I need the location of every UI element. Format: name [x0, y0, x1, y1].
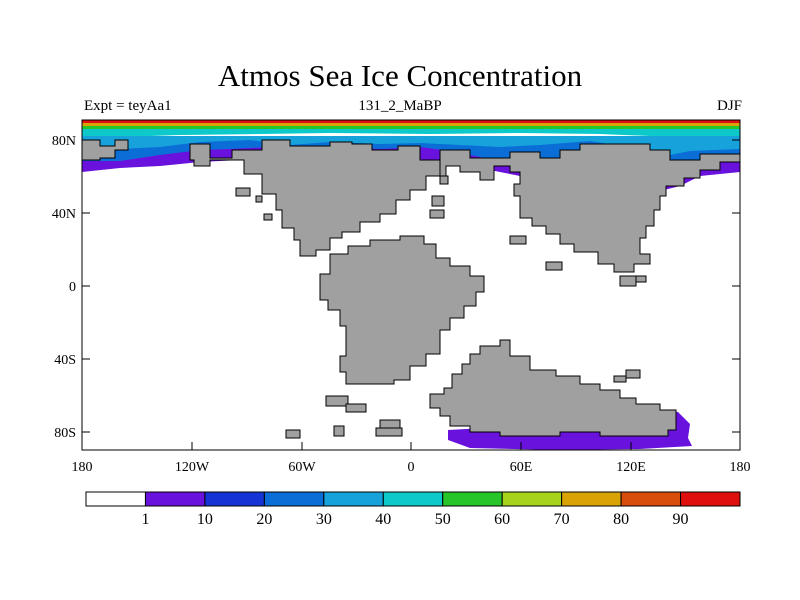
colorbar-swatches — [85, 491, 741, 507]
land-island — [375, 427, 403, 437]
land-island — [285, 429, 301, 439]
land-laurasia-west — [189, 139, 441, 257]
land-island — [255, 195, 263, 203]
land-island — [545, 261, 563, 271]
colorbar-label: 40 — [375, 511, 391, 528]
season-label: DJF — [716, 98, 742, 114]
colorbar-label: 10 — [197, 511, 213, 528]
sea-ice-patch — [222, 150, 236, 156]
land-masses — [82, 139, 740, 439]
land-island — [263, 213, 273, 221]
colorbar-label: 80 — [613, 511, 629, 528]
y-tick-label: 0 — [69, 280, 76, 295]
colorbar-label: 30 — [316, 511, 332, 528]
y-axis-labels: 80N 40N 0 40S 80S — [52, 134, 76, 441]
colorbar-swatch — [144, 491, 206, 507]
land-island — [429, 209, 445, 219]
land-island — [325, 395, 349, 407]
colorbar-swatch — [501, 491, 563, 507]
sea-ice-band-90 — [82, 120, 740, 124]
colorbar-label: 50 — [435, 511, 451, 528]
y-tick-label: 40N — [52, 207, 76, 222]
sea-ice-band-50 — [82, 129, 740, 137]
x-tick-label: 180 — [72, 460, 93, 475]
colorbar-swatch — [442, 491, 503, 507]
land-island — [625, 369, 641, 379]
colorbar-label: 70 — [554, 511, 570, 528]
colorbar-labels: 1 10 20 30 40 50 60 70 80 90 — [141, 511, 688, 528]
colorbar-label: 60 — [494, 511, 510, 528]
colorbar-swatch — [680, 491, 741, 507]
colorbar-swatch — [382, 491, 444, 507]
x-axis-labels: 180 120W 60W 0 60E 120E 180 — [72, 460, 751, 475]
y-tick-label: 80S — [54, 426, 76, 441]
land-laurasia-north — [439, 143, 740, 273]
x-tick-label: 60W — [288, 460, 316, 475]
colorbar-swatch — [204, 491, 265, 507]
y-axis — [82, 139, 740, 433]
land-island — [509, 235, 527, 245]
sea-ice-band-80 — [82, 123, 740, 127]
map-area: 80N 40N 0 40S 80S 180 120W 60W 0 60E 120… — [52, 119, 751, 475]
experiment-label: Expt = teyAa1 — [84, 98, 172, 114]
colorbar-swatch — [561, 491, 622, 507]
land-island — [431, 195, 445, 207]
x-tick-label: 180 — [730, 460, 751, 475]
colorbar-swatch — [85, 491, 146, 507]
x-tick-label: 0 — [408, 460, 415, 475]
land-island — [635, 275, 647, 283]
x-tick-label: 120E — [616, 460, 646, 475]
sea-ice-band-60 — [82, 126, 740, 130]
colorbar-label: 20 — [256, 511, 272, 528]
colorbar-swatch — [620, 491, 682, 507]
x-tick-label: 60E — [510, 460, 533, 475]
land-island — [439, 175, 449, 185]
land-island — [345, 403, 367, 413]
colorbar-swatch — [263, 491, 325, 507]
colorbar-swatch — [323, 491, 384, 507]
sea-ice-band-40 — [82, 136, 740, 158]
land-island — [619, 275, 637, 287]
y-tick-label: 40S — [54, 353, 76, 368]
colorbar: 1 10 20 30 40 50 60 70 80 90 — [85, 491, 741, 528]
land-island — [333, 425, 345, 437]
y-tick-label: 80N — [52, 134, 76, 149]
land-island — [613, 375, 627, 383]
land-island — [379, 419, 401, 429]
land-laurasia-far-west — [82, 139, 129, 161]
x-axis — [81, 442, 741, 450]
x-tick-label: 120W — [175, 460, 210, 475]
period-label: 131_2_MaBP — [358, 98, 442, 114]
land-gondwana-antarctica — [429, 339, 677, 437]
land-island — [235, 187, 251, 197]
colorbar-label: 90 — [673, 511, 689, 528]
colorbar-label: 1 — [141, 511, 149, 528]
land-gondwana-africa — [319, 235, 485, 385]
map-title: Atmos Sea Ice Concentration — [217, 58, 583, 93]
